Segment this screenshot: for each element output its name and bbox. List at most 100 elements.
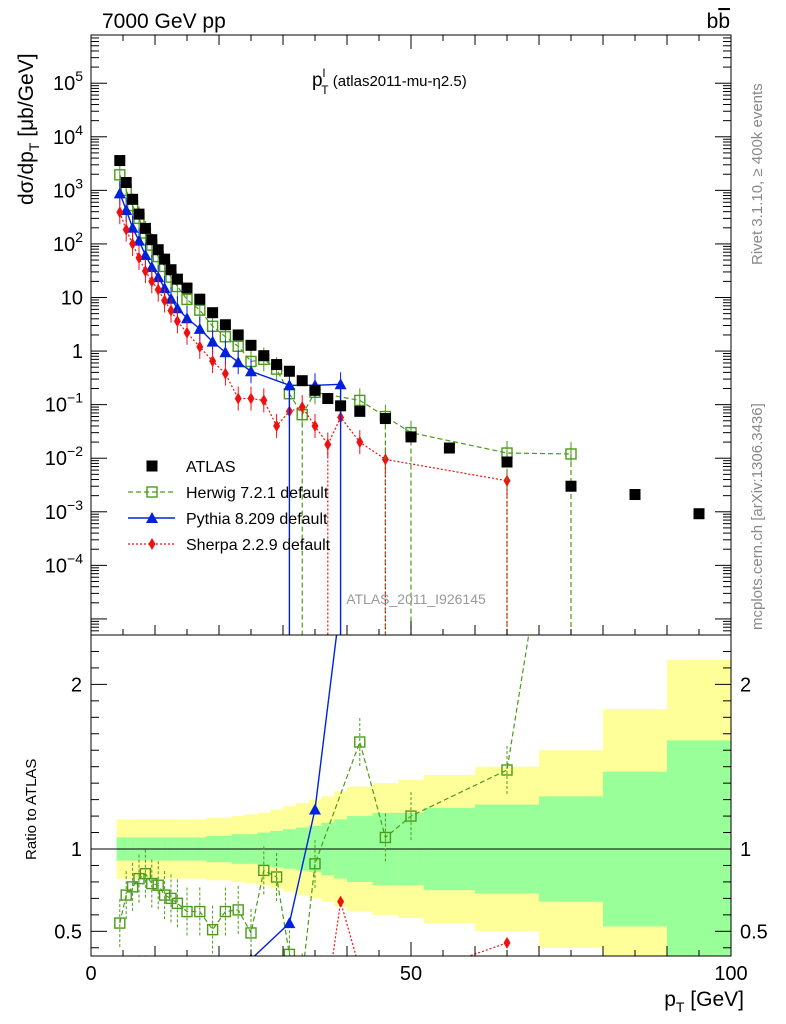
- atlas-main-point: [139, 222, 151, 234]
- sherpa-main-point: [311, 419, 319, 432]
- sherpa-ratio-point: [235, 996, 242, 1008]
- herwig-ratio-point: [309, 858, 321, 870]
- sherpa-ratio-point: [155, 978, 162, 990]
- sherpa-main-point: [298, 401, 306, 414]
- sherpa-main-point: [154, 283, 162, 296]
- sherpa-ratio-point: [142, 981, 149, 993]
- pythia-main-point: [158, 282, 171, 294]
- herwig-ratio-point: [297, 972, 307, 982]
- legend-marker-atlas: [146, 460, 158, 472]
- sherpa-ratio-point: [286, 978, 293, 990]
- pythia-ratio-point: [309, 803, 321, 815]
- main-title-base: p: [312, 70, 323, 91]
- main-y-tick-label: 105: [53, 68, 83, 95]
- main-y-tick-exponent: −1: [67, 390, 83, 406]
- y-axis-label-main: dσ/dp: [15, 151, 38, 205]
- sherpa-ratio-point: [312, 971, 319, 983]
- main-y-tick-label: 103: [53, 175, 83, 202]
- pythia-main-point: [334, 378, 347, 390]
- atlas-main-point: [258, 350, 270, 362]
- main-y-tick-base: 10: [45, 395, 67, 417]
- sherpa-main-point: [183, 326, 191, 339]
- herwig-main-point: [194, 304, 206, 316]
- herwig-ratio-point: [501, 764, 513, 776]
- sherpa-main-point: [356, 436, 364, 449]
- sherpa-ratio-point: [161, 980, 168, 992]
- ratio-y-tick-label-right: 2: [740, 674, 751, 696]
- sherpa-main-point: [116, 206, 124, 219]
- sherpa-ratio-point: [356, 963, 363, 975]
- pythia-ratio-point: [207, 960, 219, 971]
- atlas-main-point: [194, 293, 206, 305]
- atlas-main-point: [219, 319, 231, 331]
- ratio-y-tick-label-right: 0.5: [740, 921, 768, 943]
- sherpa-main-point: [167, 304, 175, 317]
- herwig-ratio-point: [171, 897, 184, 910]
- x-tick-label: 50: [400, 963, 422, 985]
- sherpa-ratio-point: [123, 986, 130, 998]
- main-y-tick-label: 10: [61, 288, 83, 310]
- herwig-ratio-point: [114, 917, 126, 929]
- pythia-ratio-point: [232, 957, 244, 968]
- atlas-main-point: [271, 359, 283, 371]
- atlas-main-point: [296, 375, 308, 387]
- pythia-ratio-line: [253, 635, 338, 956]
- x-axis-label-main: p: [664, 988, 676, 1011]
- ratio-axis-label: Ratio to ATLAS: [23, 759, 40, 860]
- sherpa-ratio-point: [209, 988, 216, 1000]
- sherpa-ratio-point: [382, 980, 389, 992]
- legend-marker-sherpa: [148, 538, 156, 550]
- main-y-tick-exponent: 4: [75, 122, 83, 138]
- main-y-tick-label: 10−3: [45, 497, 83, 524]
- herwig-ratio-point: [139, 867, 152, 880]
- ratio-y-tick-label: 1: [71, 839, 82, 861]
- herwig-ratio-point: [152, 879, 164, 891]
- atlas-main-point: [283, 365, 295, 377]
- main-y-tick-label: 104: [53, 122, 83, 149]
- main-y-tick-exponent: −3: [67, 497, 83, 513]
- pythia-main-point: [145, 261, 158, 273]
- atlas-main-point: [354, 405, 366, 417]
- legend-marker-herwig: [146, 486, 158, 498]
- sherpa-ratio-point: [337, 895, 345, 908]
- sherpa-main-point: [273, 419, 281, 432]
- herwig-ratio-point: [181, 905, 193, 918]
- legend-marker-pythia: [146, 512, 158, 523]
- x-axis-label: pT [GeV]: [664, 988, 744, 1015]
- y-axis-label-unit: [μb/GeV]: [15, 53, 38, 142]
- herwig-ratio-point: [405, 810, 417, 822]
- sherpa-main-point: [122, 223, 130, 236]
- herwig-main-point: [354, 394, 366, 407]
- pythia-ratio-point: [159, 960, 171, 971]
- legend: ATLAS Herwig 7.2.1 default Pythia 8.209 de…: [128, 459, 331, 554]
- axes-layer: 0 50 10010510410310210110−110−210−310−40.5…: [45, 35, 768, 985]
- legend-label-herwig: Herwig 7.2.1 default: [186, 485, 329, 502]
- herwig-main-point: [181, 293, 193, 306]
- main-y-tick-label: 102: [53, 229, 83, 256]
- atlas-main-point: [443, 442, 455, 454]
- pythia-main-point: [193, 322, 206, 334]
- pythia-main-point: [113, 187, 126, 199]
- x-axis-label-unit: [GeV]: [684, 988, 744, 1011]
- main-y-tick-label: 1: [72, 341, 83, 363]
- atlas-main-point: [152, 244, 164, 256]
- pythia-main-point: [133, 234, 145, 246]
- sherpa-ratio-point: [196, 986, 203, 998]
- sherpa-main-point: [260, 394, 268, 407]
- herwig-ratio-point: [232, 904, 244, 916]
- main-y-tick-base: 10: [53, 73, 75, 95]
- sherpa-main-point: [209, 355, 217, 368]
- pythia-ratio-point: [120, 957, 132, 968]
- pythia-main-point: [126, 221, 139, 233]
- ratio-series-layer: [114, 635, 530, 1008]
- atlas-main-point: [159, 253, 171, 265]
- atlas-main-point: [165, 264, 177, 276]
- main-y-tick-label: 10−2: [45, 443, 83, 470]
- atlas-main-point: [693, 508, 705, 520]
- herwig-ratio-line: [119, 635, 530, 956]
- pythia-main-point: [206, 335, 219, 347]
- main-y-tick-base: 10: [53, 127, 75, 149]
- main-y-tick-base: 10: [45, 555, 67, 577]
- sherpa-main-point: [148, 275, 156, 288]
- sherpa-ratio-point: [116, 990, 123, 1002]
